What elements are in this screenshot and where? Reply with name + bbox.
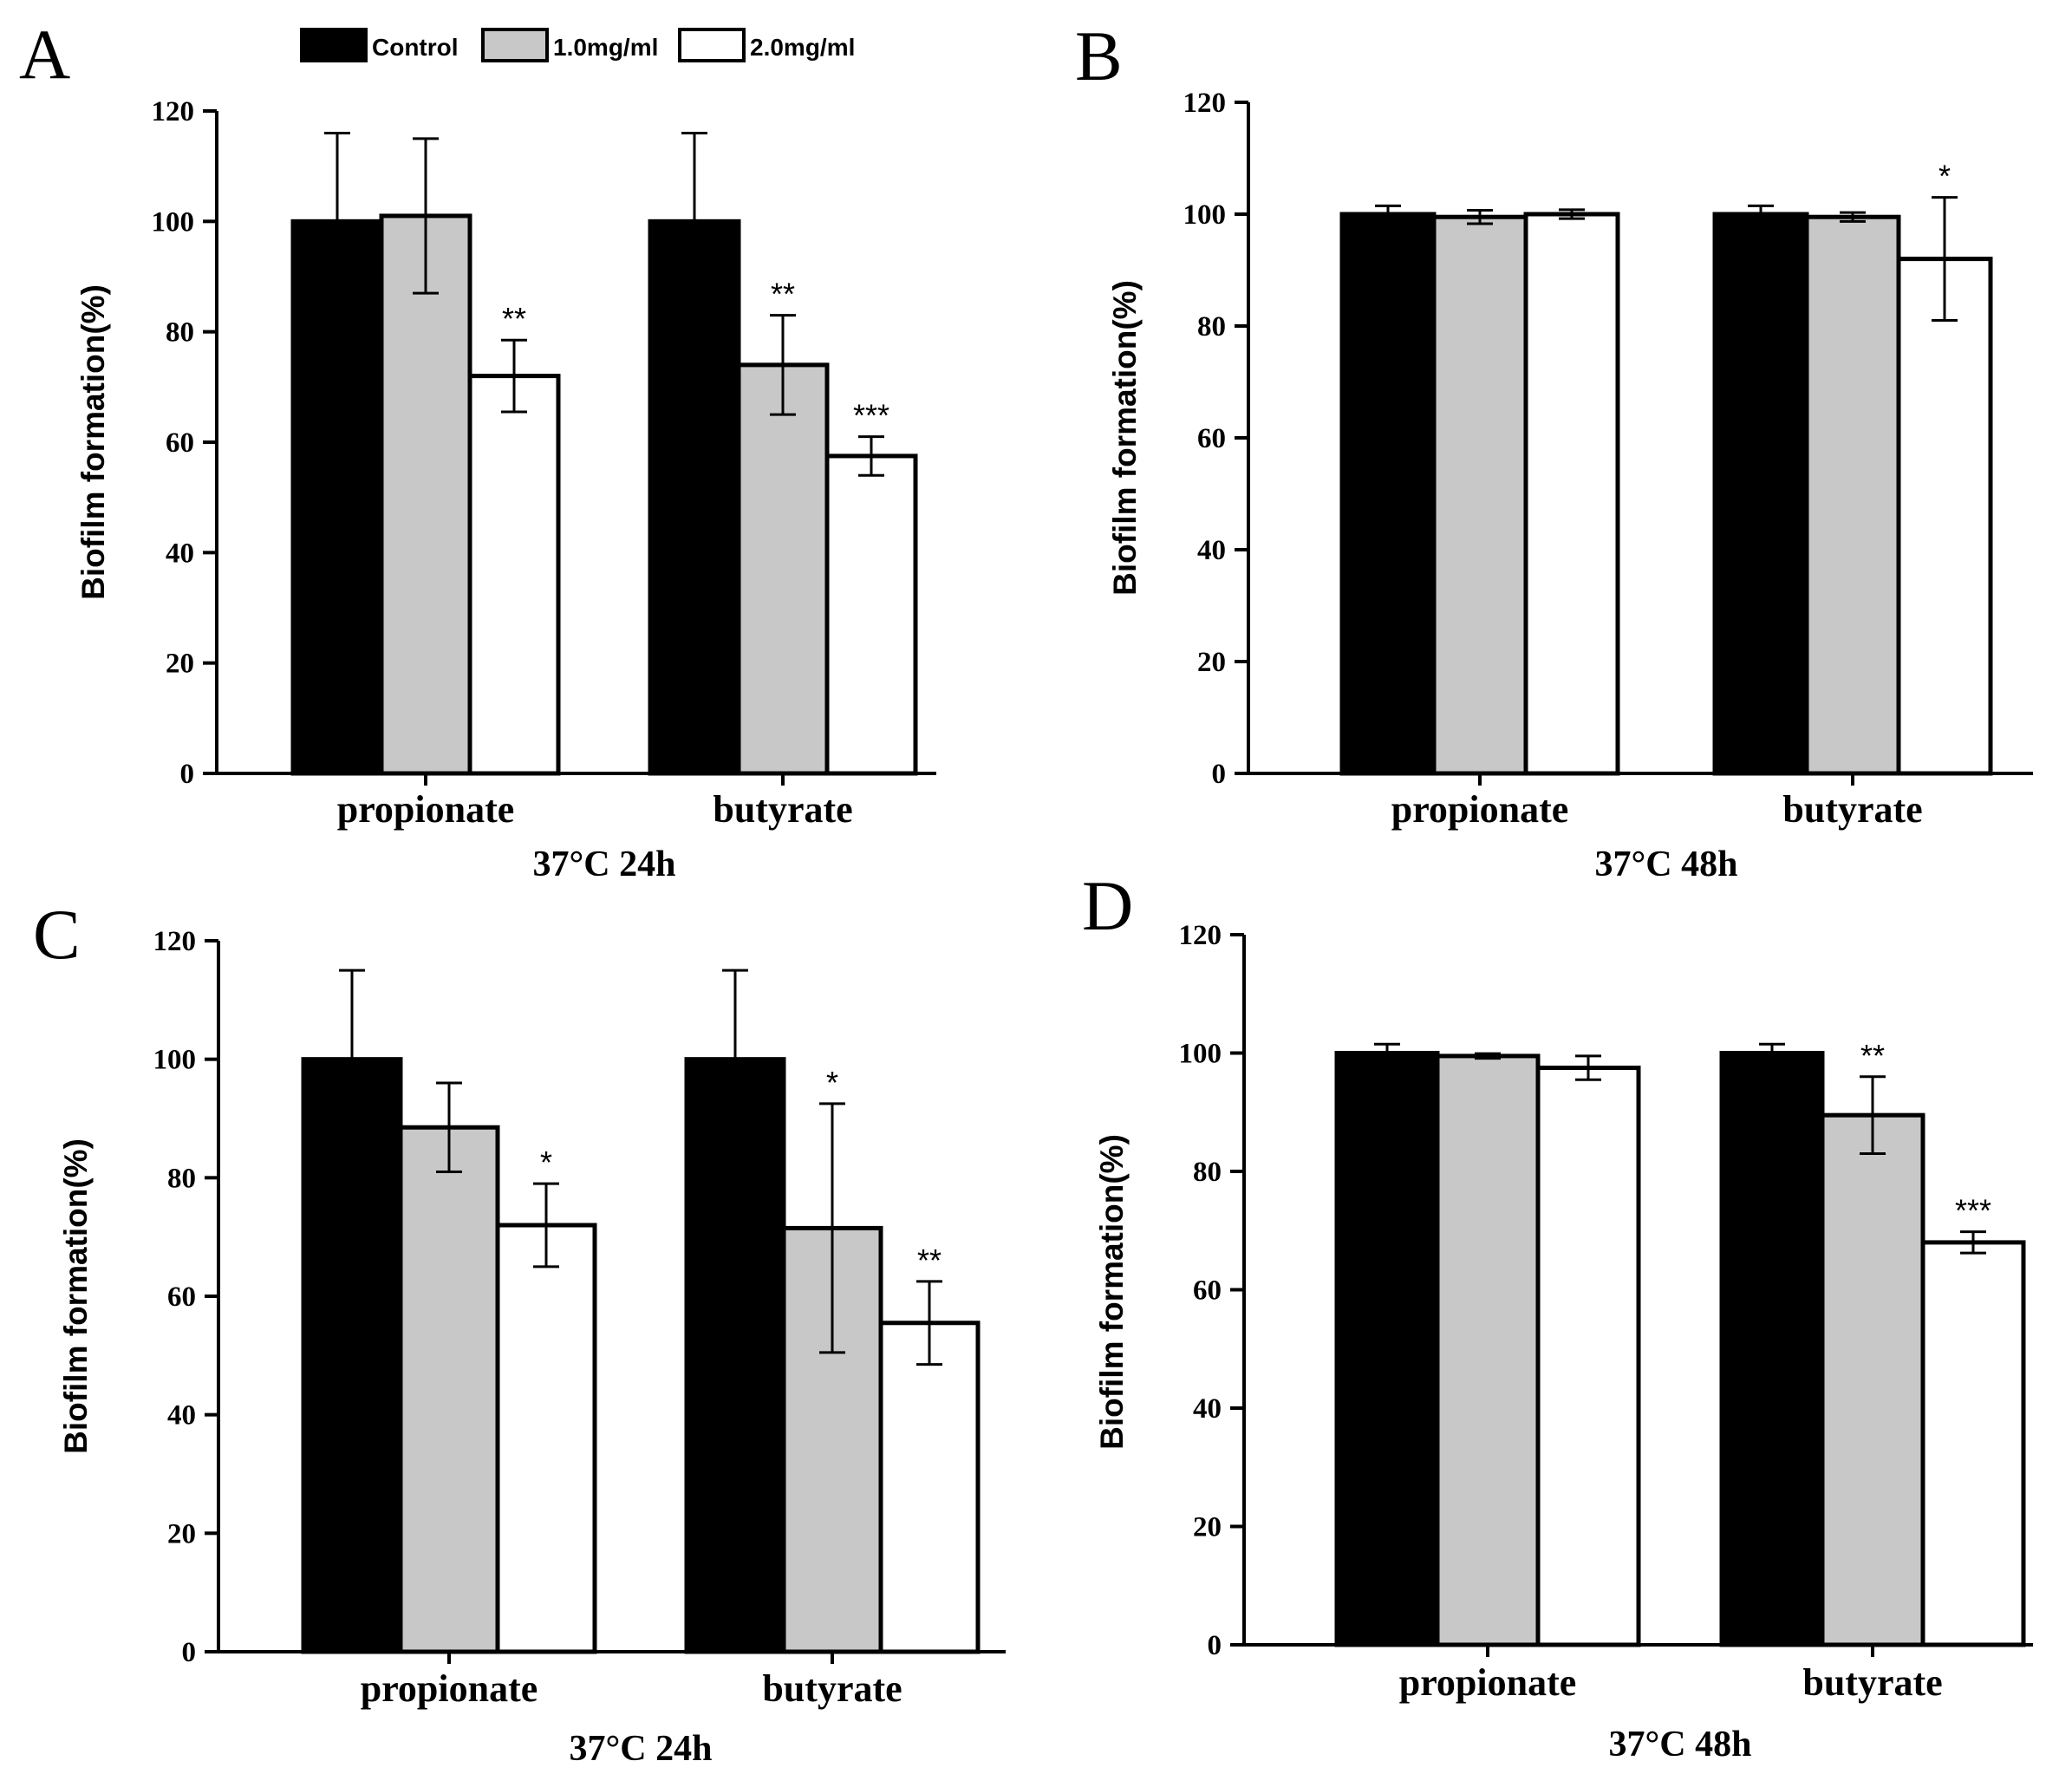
category-label: propionate: [337, 788, 515, 831]
y-tick-label: 60: [1197, 423, 1226, 454]
bar-propionate-0: [1334, 1051, 1440, 1647]
significance-mark: **: [771, 277, 795, 312]
legend: Control 1.0mg/ml 2.0mg/ml: [300, 28, 855, 62]
y-tick-label: 100: [1179, 1039, 1222, 1070]
panel-letter: B: [1075, 16, 1123, 95]
condition-label: 37°C 24h: [570, 1729, 713, 1769]
chart-panel-b: B Biofilm formation(%) 0 20 40 60 80 100 120 prop…: [1075, 16, 2033, 884]
significance-mark: ***: [1955, 1193, 1991, 1229]
y-tick-label: 120: [1183, 88, 1227, 119]
category-label: butyrate: [762, 1667, 902, 1710]
y-tick-label: 120: [1179, 920, 1222, 951]
y-tick-label: 20: [1193, 1512, 1222, 1543]
bar-propionate-1: [1431, 214, 1528, 776]
significance-mark: **: [1860, 1038, 1885, 1073]
bar-butyrate-0: [1712, 212, 1809, 776]
y-tick-label: 120: [152, 96, 195, 127]
category-label: propionate: [1391, 788, 1569, 831]
y-tick-label: 0: [1208, 1630, 1222, 1661]
y-tick-label: 60: [1193, 1275, 1222, 1307]
y-axis-label: Biofilm formation(%): [58, 1138, 94, 1454]
category-label: butyrate: [713, 788, 852, 831]
bar-propionate-2: [495, 1223, 597, 1654]
panel-letter: C: [33, 895, 81, 974]
significance-mark: **: [917, 1242, 942, 1278]
y-tick-label: 60: [167, 1282, 196, 1313]
bar-propionate-0: [1339, 212, 1437, 776]
y-tick-label: 0: [180, 759, 195, 790]
condition-label: 37°C 48h: [1609, 1725, 1752, 1764]
bar-propionate-2: [1535, 1066, 1641, 1647]
y-tick-label: 20: [166, 649, 194, 680]
legend-label-1: 1.0mg/ml: [553, 34, 658, 61]
category-label: butyrate: [1802, 1661, 1942, 1704]
y-tick-label: 80: [1193, 1157, 1222, 1188]
legend-swatch-0: [300, 28, 368, 62]
legend-swatch-2: [678, 28, 746, 62]
y-tick-label: 40: [166, 538, 194, 569]
significance-mark: *: [540, 1145, 552, 1180]
chart-panel-c: C Biofilm formation(%) 0 20 40 60 80 100 120 * pro…: [33, 895, 1006, 1769]
bar-butyrate-0: [1719, 1051, 1825, 1647]
y-tick-label: 40: [1197, 535, 1226, 566]
bar-propionate-1: [379, 213, 472, 776]
y-tick-label: 0: [1212, 759, 1227, 790]
y-tick-label: 40: [167, 1400, 196, 1432]
y-axis-label: Biofilm formation(%): [1107, 280, 1143, 596]
legend-swatch-1: [481, 28, 549, 62]
significance-mark: ***: [853, 398, 889, 434]
category-label: propionate: [1399, 1661, 1577, 1704]
y-axis-label: Biofilm formation(%): [75, 284, 111, 600]
y-tick-label: 0: [182, 1637, 197, 1668]
bar-butyrate-2: [1896, 257, 1993, 776]
chart-panel-a: A Biofilm formation(%) 0 20 40 60 80 100 120 ** pr…: [19, 15, 936, 884]
bar-butyrate-2: [1920, 1240, 2026, 1647]
significance-mark: *: [1938, 159, 1951, 194]
condition-label: 37°C 24h: [533, 845, 676, 884]
condition-label: 37°C 48h: [1595, 845, 1738, 884]
bar-butyrate-1: [736, 362, 830, 776]
panel-letter: D: [1082, 866, 1133, 945]
bar-propionate-1: [1435, 1053, 1541, 1647]
legend-label-0: Control: [372, 34, 459, 61]
y-tick-label: 100: [152, 206, 195, 238]
y-tick-label: 60: [166, 427, 194, 459]
panel-letter: A: [19, 15, 70, 94]
y-tick-label: 20: [167, 1518, 196, 1549]
y-tick-label: 20: [1197, 647, 1226, 678]
bar-propionate-2: [467, 374, 561, 776]
significance-mark: **: [502, 301, 526, 336]
legend-label-2: 2.0mg/ml: [750, 34, 855, 61]
bar-butyrate-1: [1804, 214, 1901, 776]
y-tick-label: 100: [153, 1045, 197, 1076]
y-tick-label: 80: [1197, 311, 1226, 342]
chart-panel-d: D Biofilm formation(%) 0 20 40 60 80 100 120 prop…: [1082, 866, 2033, 1764]
bar-butyrate-2: [878, 1321, 981, 1654]
y-tick-label: 80: [167, 1163, 196, 1194]
bar-propionate-2: [1523, 212, 1620, 776]
bar-butyrate-2: [824, 453, 918, 776]
y-tick-label: 80: [166, 317, 194, 349]
category-label: butyrate: [1782, 788, 1922, 831]
bar-butyrate-1: [1820, 1112, 1925, 1647]
y-tick-label: 120: [153, 926, 197, 957]
significance-mark: *: [826, 1065, 838, 1100]
y-tick-label: 100: [1183, 199, 1227, 231]
bar-propionate-1: [398, 1125, 500, 1654]
y-axis-label: Biofilm formation(%): [1094, 1134, 1130, 1450]
category-label: propionate: [361, 1667, 538, 1710]
y-tick-label: 40: [1193, 1393, 1222, 1425]
bar-propionate-0: [301, 1057, 403, 1654]
